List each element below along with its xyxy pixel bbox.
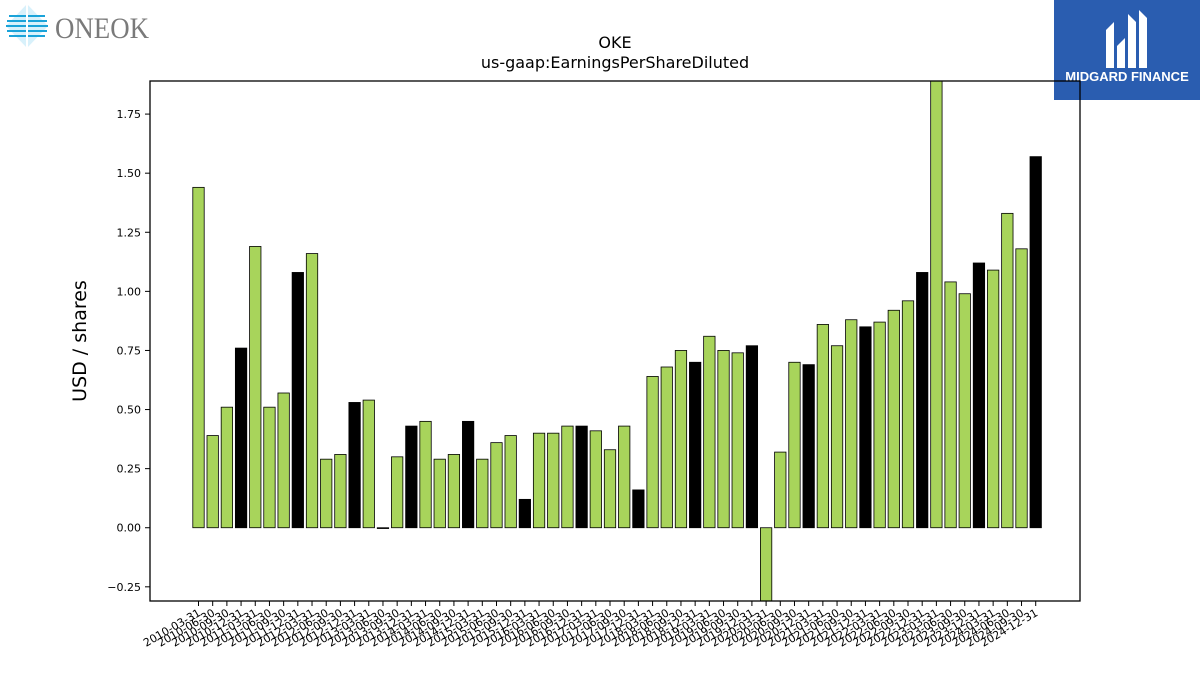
bar-2010-09-30 — [220, 406, 233, 529]
y-tick-label: 1.50 — [117, 167, 142, 180]
bar-2018-06-30 — [660, 366, 673, 529]
y-tick-label: 0.25 — [117, 463, 142, 476]
bar-2018-03-31 — [646, 376, 659, 529]
bar-2010-06-30 — [206, 435, 219, 529]
oneok-wordmark: ONEOK — [55, 12, 149, 45]
y-tick-label: 1.25 — [117, 226, 142, 239]
bar-2011-12-31 — [291, 272, 304, 529]
bar-2020-03-31 — [760, 527, 773, 602]
y-tick-label: 0.75 — [117, 344, 142, 357]
bar-2011-09-30 — [277, 392, 290, 529]
bar-2012-06-30 — [320, 458, 333, 529]
bar-2014-06-30 — [433, 458, 446, 529]
diamond-stripes-logo-icon — [6, 4, 48, 48]
bar-2017-12-31 — [632, 489, 645, 529]
y-tick-label: −0.25 — [107, 581, 141, 594]
bar-2015-09-30 — [504, 435, 517, 529]
bar-2021-09-30 — [845, 319, 858, 529]
y-axis-ticks: −0.25 0.00 0.25 0.50 0.75 1.00 1.25 1.50 1.75 — [107, 108, 150, 594]
bar-2022-06-30 — [887, 309, 900, 529]
bar-2019-12-31 — [745, 345, 759, 529]
bar-2010-03-31 — [192, 186, 205, 529]
bars-group — [192, 80, 1042, 602]
bar-2015-06-30 — [490, 442, 503, 529]
bar-2024-03-31 — [987, 269, 1000, 529]
bar-2017-09-30 — [618, 425, 631, 529]
bar-2020-06-30 — [774, 451, 787, 529]
bar-2013-06-30 — [376, 527, 390, 529]
bar-2023-12-31 — [972, 262, 986, 529]
bar-2021-03-31 — [816, 324, 829, 529]
bar-2012-03-31 — [305, 253, 319, 529]
bar-2015-03-31 — [476, 458, 489, 529]
y-tick-label: 0.00 — [117, 522, 142, 535]
bar-2012-09-30 — [334, 454, 347, 529]
bar-2017-06-30 — [603, 449, 617, 529]
bar-2013-12-31 — [405, 425, 418, 529]
bar-2019-09-30 — [731, 352, 744, 529]
bar-2016-03-31 — [532, 432, 546, 529]
bar-2010-12-31 — [234, 347, 248, 529]
bar-2014-12-31 — [462, 420, 475, 529]
bar-2012-12-31 — [348, 402, 361, 529]
bar-2018-09-30 — [674, 350, 688, 529]
oneok-logo: ONEOK — [6, 4, 149, 48]
bar-2024-12-31 — [1029, 156, 1042, 529]
chart-title: OKE — [598, 33, 631, 52]
y-tick-label: 0.50 — [117, 404, 142, 417]
bar-2024-06-30 — [1001, 212, 1014, 529]
bar-2013-03-31 — [362, 399, 375, 529]
bar-2024-09-30 — [1015, 248, 1028, 529]
bar-2023-09-30 — [958, 293, 971, 529]
bar-2023-03-31 — [930, 80, 943, 529]
y-tick-label: 1.00 — [117, 285, 142, 298]
bar-2022-03-31 — [873, 321, 886, 529]
plot-area-frame — [149, 80, 1081, 602]
bar-2016-09-30 — [561, 425, 574, 529]
bar-2021-12-31 — [859, 326, 872, 529]
bar-2023-06-30 — [944, 281, 957, 529]
x-axis-ticks: 2010-03-312010-06-302010-09-302010-12-31… — [141, 601, 1040, 650]
bar-2018-12-31 — [689, 361, 702, 529]
bar-2019-03-31 — [703, 335, 716, 529]
m-monogram-logo-icon — [1106, 10, 1147, 68]
midgard-finance-logo: MIDGARD FINANCE — [1054, 0, 1200, 100]
bar-2019-06-30 — [717, 350, 730, 529]
bar-2022-09-30 — [901, 300, 915, 529]
chart-subtitle: us-gaap:EarningsPerShareDiluted — [481, 53, 749, 72]
bar-2020-09-30 — [788, 361, 801, 529]
bar-2017-03-31 — [589, 430, 602, 529]
y-tick-label: 1.75 — [117, 108, 142, 121]
bar-2011-03-31 — [249, 246, 262, 529]
bar-2014-03-31 — [419, 420, 432, 529]
bar-2013-09-30 — [391, 456, 404, 529]
bar-2015-12-31 — [518, 498, 531, 529]
midgard-finance-wordmark: MIDGARD FINANCE — [1065, 69, 1189, 84]
y-axis-label: USD / shares — [69, 280, 91, 402]
bar-2011-06-30 — [263, 406, 276, 529]
bar-2016-06-30 — [547, 432, 560, 529]
bar-2021-06-30 — [830, 345, 844, 529]
bar-2014-09-30 — [447, 454, 461, 529]
bar-2022-12-31 — [916, 272, 929, 529]
bar-2020-12-31 — [802, 364, 815, 529]
bar-2016-12-31 — [575, 425, 588, 529]
